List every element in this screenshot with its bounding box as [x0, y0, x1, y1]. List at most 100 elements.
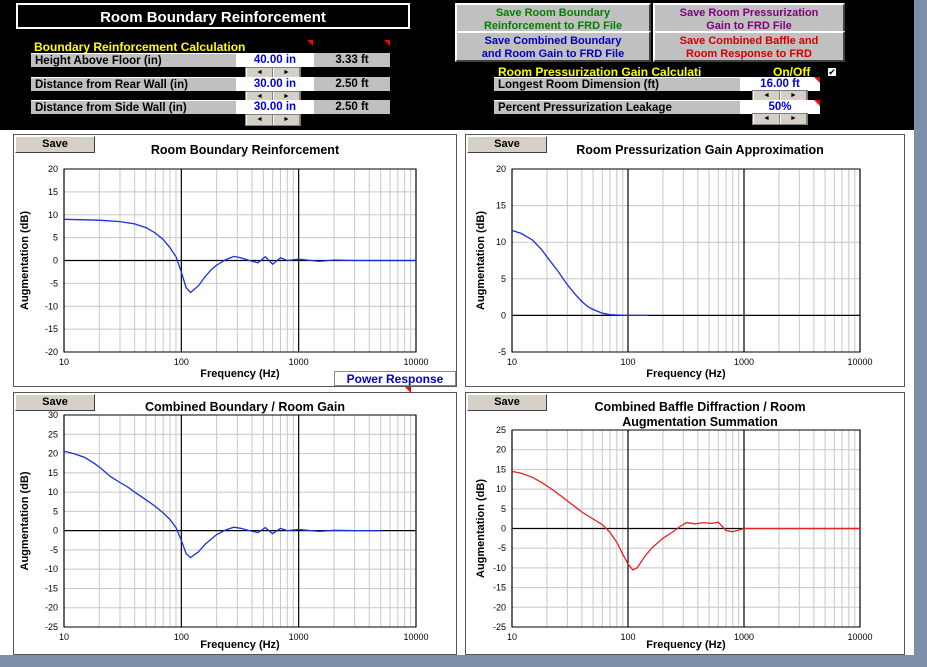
y-tick-label: 0: [53, 526, 58, 536]
spin-left-icon[interactable]: ◄: [753, 91, 780, 101]
x-axis-label: Frequency (Hz): [646, 639, 726, 651]
y-tick-label: -10: [493, 563, 506, 573]
rear-wall-input[interactable]: 30.00 in: [236, 77, 314, 91]
y-tick-label: 5: [53, 233, 58, 243]
pressurization-checkbox[interactable]: ✔: [827, 67, 837, 77]
series-line: [511, 229, 649, 317]
spin-right-icon[interactable]: ►: [780, 91, 807, 101]
boundary-section-title: Boundary Reinforcement Calculation: [34, 40, 246, 54]
chart3-title: Combined Boundary / Room Gain: [144, 400, 345, 414]
y-axis-label: Augmentation (dB): [19, 211, 31, 310]
plot-frame: [511, 168, 861, 353]
rear-wall-label: Distance from Rear Wall (in): [31, 77, 236, 91]
y-tick-label: -25: [493, 622, 506, 632]
y-tick-label: -5: [498, 543, 506, 553]
y-axis-label: Augmentation (dB): [475, 479, 487, 578]
y-tick-label: 5: [501, 274, 506, 284]
save-pressurization-frd-label: Save Room Pressurization Gain to FRD Fil…: [679, 7, 819, 32]
x-axis-label: Frequency (Hz): [200, 368, 280, 380]
x-tick-label: 10: [507, 632, 517, 642]
y-tick-label: -20: [45, 347, 58, 357]
power-response-button[interactable]: Power Response: [334, 371, 456, 386]
save-boundary-frd-label: Save Room Boundary Reinforcement to FRD …: [483, 7, 623, 32]
height-above-floor-input[interactable]: 40.00 in: [236, 53, 314, 67]
x-tick-label: 100: [620, 632, 635, 642]
spin-right-icon[interactable]: ►: [780, 114, 807, 124]
x-tick-label: 1000: [734, 357, 754, 367]
comment-marker-icon: [405, 387, 411, 393]
save-combined-frd-label: Save Combined Boundary and Room Gain to …: [481, 35, 625, 60]
y-tick-label: 0: [501, 524, 506, 534]
longest-dimension-label: Longest Room Dimension (ft): [494, 77, 740, 91]
save-pressurization-frd-button[interactable]: Save Room Pressurization Gain to FRD Fil…: [653, 3, 845, 34]
y-axis-label: Augmentation (dB): [19, 471, 31, 570]
side-wall-label: Distance from Side Wall (in): [31, 100, 236, 114]
y-tick-label: 20: [496, 445, 506, 455]
y-tick-label: -5: [50, 545, 58, 555]
height-above-floor-feet: 3.33 ft: [314, 53, 390, 67]
save-chart4-button[interactable]: Save: [467, 394, 547, 411]
side-wall-spinner[interactable]: ◄ ►: [245, 114, 301, 126]
series-line: [63, 218, 416, 294]
y-tick-label: -20: [45, 603, 58, 613]
chart4-svg: -25 -20 -15 -10 -5 0 5 10 15 20 25 10 100 1000 10000 Fr…: [475, 425, 873, 651]
window-bottom-edge: [0, 655, 927, 667]
x-tick-label: 100: [174, 357, 189, 367]
y-tick-label: -10: [45, 301, 58, 311]
y-tick-label: 10: [48, 487, 58, 497]
comment-marker-icon: [814, 77, 820, 83]
x-tick-label: 1000: [289, 632, 309, 642]
side-wall-input[interactable]: 30.00 in: [236, 100, 314, 114]
spin-left-icon[interactable]: ◄: [753, 114, 780, 124]
save-chart1-button[interactable]: Save: [15, 136, 95, 153]
comment-marker-icon: [814, 100, 820, 106]
spin-left-icon[interactable]: ◄: [246, 68, 273, 78]
save-combined-frd-button[interactable]: Save Combined Boundary and Room Gain to …: [455, 31, 651, 62]
y-tick-label: -20: [493, 602, 506, 612]
y-tick-label: 20: [48, 164, 58, 174]
save-chart3-button[interactable]: Save: [15, 394, 95, 411]
rear-wall-feet: 2.50 ft: [314, 77, 390, 91]
x-tick-label: 100: [174, 632, 189, 642]
y-tick-label: 10: [496, 237, 506, 247]
chart1-svg: -20 -15 -10 -5 0 5 10 15 20 10 100 1000 10000 Frequen…: [19, 164, 429, 380]
x-tick-label: 100: [620, 357, 635, 367]
chart1-title: Room Boundary Reinforcement: [150, 143, 340, 157]
leakage-input[interactable]: 50%: [740, 100, 820, 114]
y-tick-label: 25: [48, 429, 58, 439]
y-tick-label: -5: [498, 347, 506, 357]
y-tick-label: 15: [496, 201, 506, 211]
window-edge: [914, 0, 927, 667]
chart-panel-pressurization: [465, 134, 905, 387]
side-wall-feet: 2.50 ft: [314, 100, 390, 114]
spin-right-icon[interactable]: ►: [273, 68, 300, 78]
save-combined-baffle-button[interactable]: Save Combined Baffle and Room Response t…: [653, 31, 845, 62]
x-tick-label: 10: [507, 357, 517, 367]
x-tick-label: 10000: [847, 632, 872, 642]
y-tick-label: -15: [45, 583, 58, 593]
comment-marker-icon: [384, 40, 390, 46]
spin-left-icon[interactable]: ◄: [246, 92, 273, 102]
x-tick-label: 10000: [403, 357, 428, 367]
save-boundary-frd-button[interactable]: Save Room Boundary Reinforcement to FRD …: [455, 3, 651, 34]
spin-left-icon[interactable]: ◄: [246, 115, 273, 125]
spin-right-icon[interactable]: ►: [273, 115, 300, 125]
save-chart2-button[interactable]: Save: [467, 136, 547, 153]
y-tick-label: 10: [48, 210, 58, 220]
x-tick-label: 10000: [847, 357, 872, 367]
y-tick-label: 15: [48, 468, 58, 478]
chart3-svg: -25 -20 -15 -10 -5 0 5 10 15 20 25 30 10 100 1000 10000…: [19, 410, 429, 651]
leakage-spinner[interactable]: ◄ ►: [752, 113, 808, 125]
series-line: [511, 470, 860, 571]
x-tick-label: 10000: [403, 632, 428, 642]
spin-right-icon[interactable]: ►: [273, 92, 300, 102]
x-axis-label: Frequency (Hz): [200, 639, 280, 651]
y-tick-label: 5: [53, 506, 58, 516]
x-tick-label: 1000: [734, 632, 754, 642]
chart4-title: Combined Baffle Diffraction / Room Augme…: [594, 400, 806, 429]
x-axis-label: Frequency (Hz): [646, 368, 726, 380]
save-combined-baffle-label: Save Combined Baffle and Room Response t…: [679, 35, 819, 60]
y-tick-label: 25: [496, 425, 506, 435]
longest-dimension-input[interactable]: 16.00 ft: [740, 77, 820, 91]
y-tick-label: 10: [496, 484, 506, 494]
